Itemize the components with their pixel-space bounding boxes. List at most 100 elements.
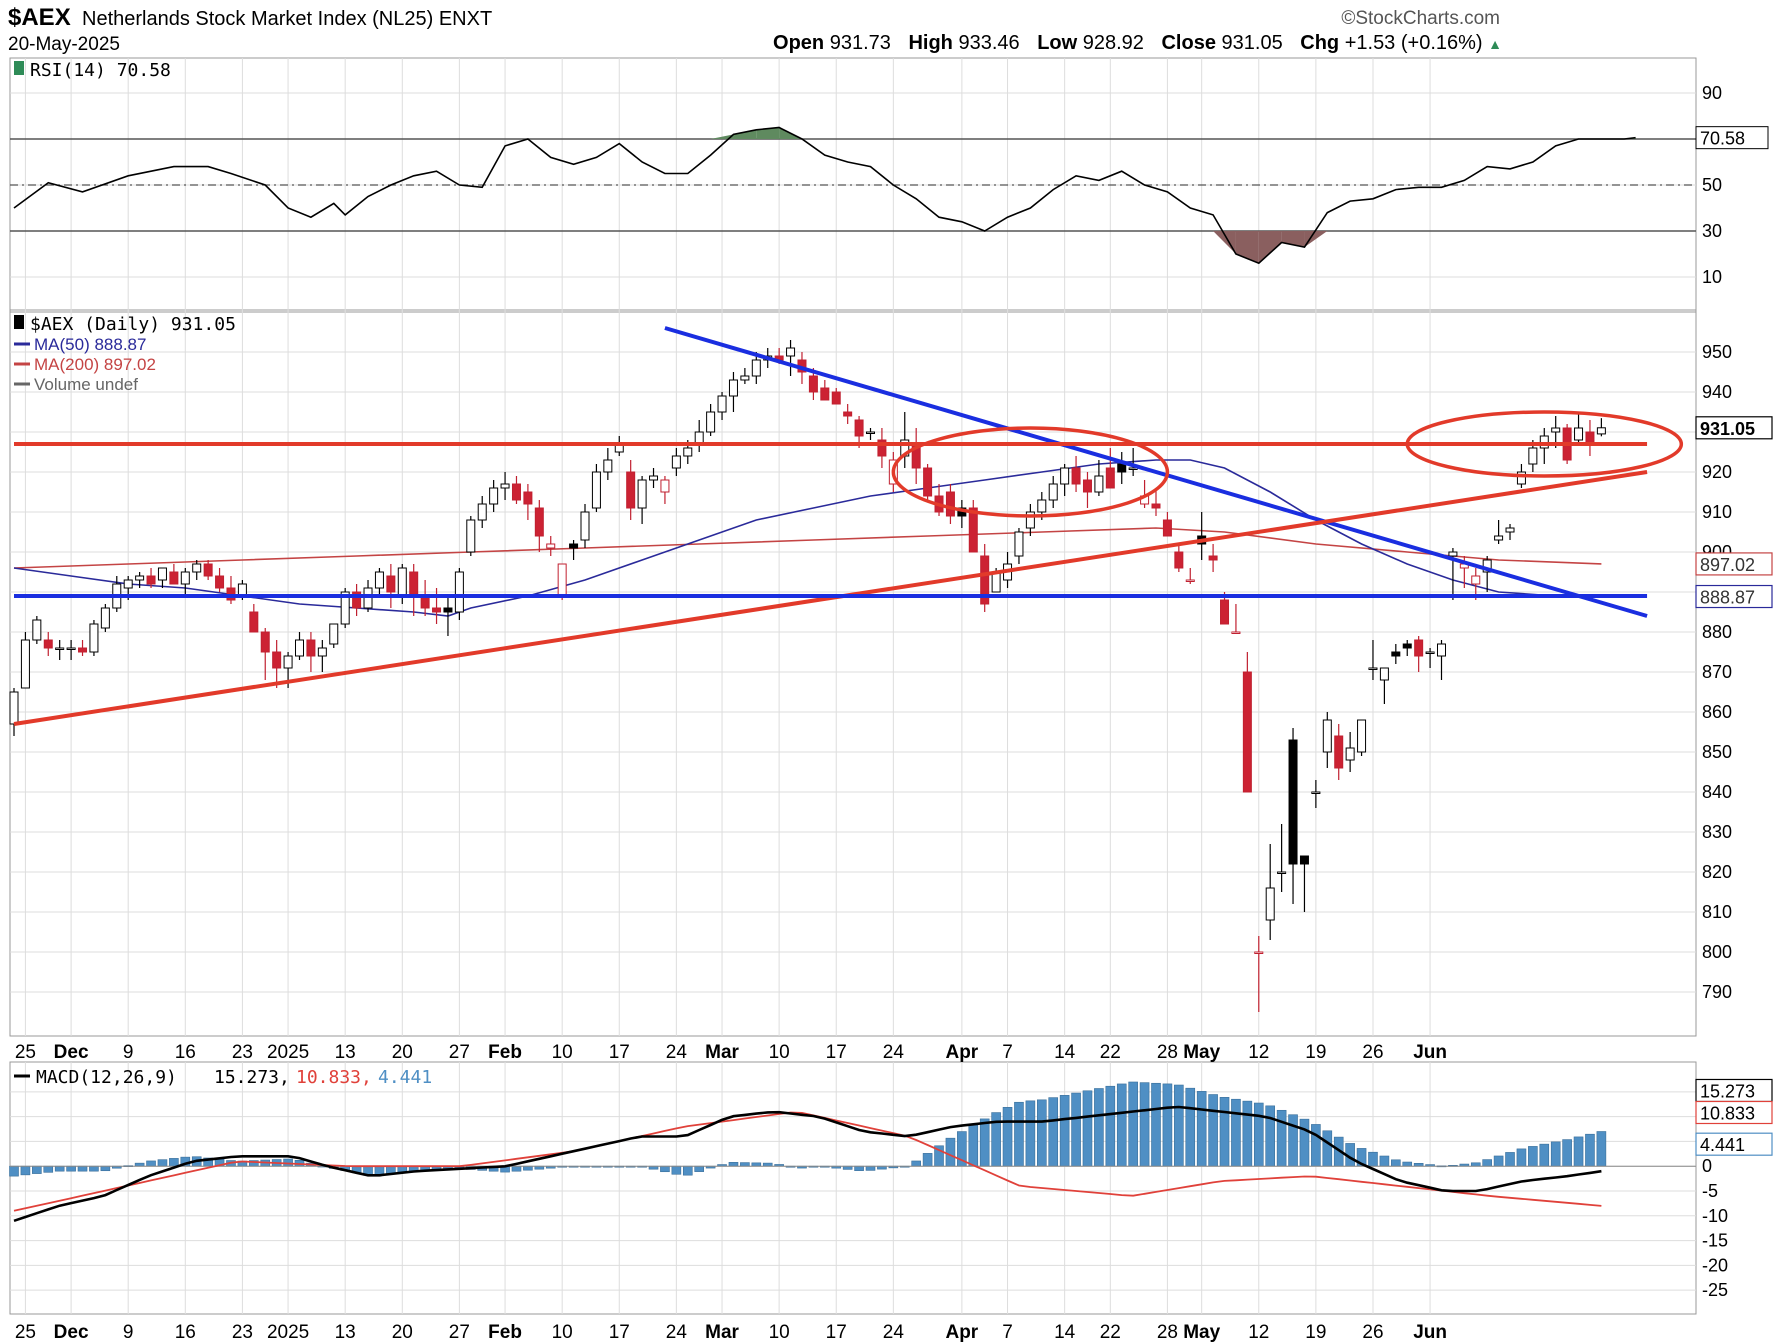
candle — [1334, 724, 1344, 780]
macd-hist-bar — [1162, 1083, 1173, 1167]
candle-body — [272, 651, 282, 669]
rsi-last-badge — [1695, 126, 1769, 150]
macd-hist-bar — [1014, 1101, 1024, 1167]
candle-body — [546, 543, 556, 549]
macd-y-tick: 0 — [1702, 1156, 1712, 1176]
candle — [1208, 544, 1218, 572]
candle-body — [1505, 527, 1515, 533]
macd-hist-bar — [1071, 1092, 1081, 1167]
highlight-circle-1 — [1405, 410, 1684, 478]
candle-body — [603, 459, 613, 473]
candle — [215, 568, 225, 592]
candle-body — [135, 575, 145, 581]
macd-hist-bar — [1288, 1114, 1298, 1167]
candle-body — [1117, 463, 1127, 473]
brand-watermark[interactable]: ©StockCharts.com — [1341, 8, 1500, 29]
x-tick-label: 10 — [552, 1042, 573, 1063]
macd-hist-bar — [922, 1153, 933, 1167]
candle — [1482, 556, 1492, 592]
price-y-tick: 800 — [1702, 942, 1732, 962]
price-y-tick: 910 — [1702, 502, 1732, 522]
candle-body — [454, 571, 464, 613]
candle-body — [1151, 503, 1161, 509]
candle-body — [43, 639, 53, 649]
macd-hist-bar — [1174, 1084, 1184, 1167]
candle-body — [923, 467, 933, 497]
macd-hist-bar — [1562, 1139, 1572, 1167]
candle-body — [991, 571, 1001, 593]
candle-body — [877, 439, 887, 457]
candle — [1025, 504, 1035, 536]
macd-hist-bar — [911, 1160, 921, 1167]
candle-body — [660, 479, 670, 493]
candle-body — [1391, 651, 1401, 657]
x-tick-label-bottom: 26 — [1362, 1322, 1383, 1343]
price-y-tick: 880 — [1702, 622, 1732, 642]
candle-body — [260, 631, 270, 653]
candle-body — [249, 611, 259, 633]
macd-hist-bar — [1242, 1100, 1253, 1167]
x-tick-label: 26 — [1362, 1042, 1383, 1063]
candle — [626, 460, 636, 520]
open-label: Open — [773, 32, 825, 54]
candle-body — [9, 691, 19, 725]
x-tick-label: 20 — [392, 1042, 413, 1063]
candle-body — [1425, 651, 1435, 654]
macd-hist-bar — [511, 1165, 522, 1172]
candle — [352, 584, 362, 616]
candle-body — [157, 567, 167, 581]
candle-body — [1299, 855, 1309, 865]
price-badge-close — [1695, 416, 1773, 440]
x-tick-label: 10 — [769, 1042, 790, 1063]
hist-legend-value: 4.441 — [378, 1067, 432, 1088]
candle — [1277, 824, 1287, 892]
candle-body — [1162, 519, 1172, 537]
candle-body — [89, 623, 99, 653]
macd-badge-signal-value: 10.833 — [1700, 1103, 1755, 1123]
price-y-tick: 790 — [1702, 982, 1732, 1002]
x-tick-label: 27 — [449, 1042, 470, 1063]
candle — [717, 392, 727, 420]
rsi-oversold-fill — [1235, 231, 1259, 264]
x-tick-label-bottom: Mar — [705, 1322, 739, 1343]
candle-body — [1082, 479, 1092, 493]
candle-body — [808, 375, 818, 393]
candle-body — [1471, 575, 1481, 585]
macd-hist-bar — [523, 1165, 533, 1171]
candle-body — [511, 483, 521, 501]
candle — [945, 484, 955, 524]
macd-hist-bar — [1402, 1161, 1413, 1167]
candle-body — [340, 591, 350, 625]
candle — [1299, 855, 1309, 912]
rsi-legend-swatch — [14, 61, 24, 75]
macd-line — [13, 1105, 1602, 1223]
candle-body — [1528, 447, 1538, 465]
candle-body — [169, 571, 179, 585]
candle-body — [123, 579, 133, 589]
candle — [660, 476, 670, 504]
x-tick-label-bottom: 9 — [123, 1322, 134, 1343]
rsi-y-tick: 90 — [1702, 83, 1722, 103]
candle-body — [66, 647, 76, 650]
candle-body — [706, 411, 716, 433]
x-tick-label: 2025 — [267, 1042, 309, 1063]
candle-body — [32, 619, 42, 641]
macd-hist-bar — [968, 1124, 979, 1167]
panel-frame-2 — [9, 1061, 1697, 1315]
x-tick-label: Apr — [945, 1042, 978, 1063]
macd-hist-bar — [157, 1159, 168, 1167]
macd-hist-bar — [1002, 1107, 1013, 1167]
macd-hist-bar — [1585, 1133, 1595, 1167]
candle — [1311, 780, 1321, 808]
x-tick-label-bottom: 24 — [883, 1322, 905, 1343]
candle-body — [1014, 531, 1024, 557]
candle-body — [500, 483, 510, 489]
candle — [649, 468, 659, 488]
x-tick-label: 28 — [1157, 1042, 1178, 1063]
candle — [180, 568, 190, 596]
candle-body — [1368, 667, 1378, 670]
x-tick-label-bottom: 13 — [335, 1322, 356, 1343]
candle — [1391, 644, 1401, 664]
macd-hist-bar — [740, 1162, 750, 1167]
